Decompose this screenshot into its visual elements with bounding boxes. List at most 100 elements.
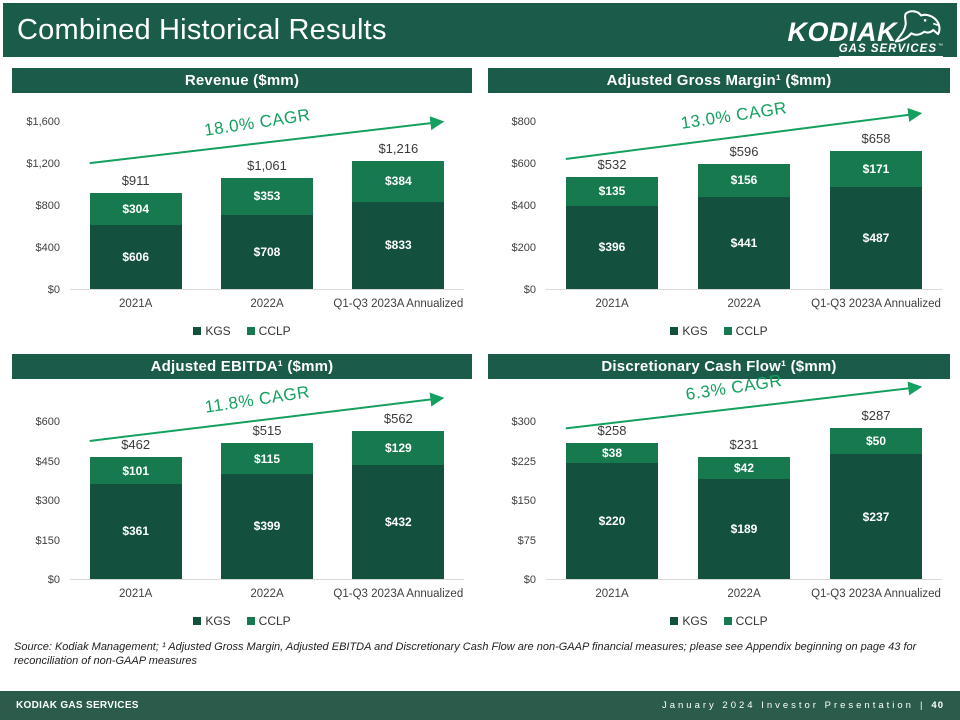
legend-item-kgs: KGS: [670, 614, 708, 628]
legend-label: CCLP: [735, 324, 768, 338]
bar-segment-cclp: $171: [829, 150, 923, 187]
bar-segment-value: $432: [384, 514, 412, 529]
legend-label: CCLP: [258, 614, 291, 628]
chart-legend: KGS CCLP: [12, 614, 472, 628]
x-axis-category-label: 2022A: [727, 298, 761, 310]
stacked-bar: $562 $129 $432: [352, 411, 445, 579]
bar-total-label: $515: [252, 423, 282, 439]
bar-segment-kgs: $361: [89, 483, 182, 579]
stacked-bar: $287 $50 $237: [829, 408, 923, 579]
page-title: Combined Historical Results: [17, 13, 387, 46]
bar-segment-kgs: $487: [829, 186, 923, 289]
y-axis-tick-label: $0: [47, 284, 60, 296]
bar-segment-value: $399: [253, 519, 281, 534]
plot-area: $532 $135 $396 $596 $156 $441 $658 $171 $487 13.0…: [546, 98, 942, 290]
bar-segment-cclp: $353: [221, 177, 313, 215]
bar-column: $515 $115 $399: [201, 422, 332, 579]
x-axis-category-label: 2021A: [119, 588, 153, 600]
bar-total-label: $462: [121, 437, 151, 453]
legend-item-kgs: KGS: [193, 614, 231, 628]
bar-segment-value: $50: [865, 434, 886, 449]
bar-segment-kgs: $189: [697, 479, 791, 579]
plot-area: $911 $304 $606 $1,061 $353 $708 $1,216 $384 $833…: [70, 105, 464, 290]
stacked-bar: $911 $304 $606: [89, 173, 182, 289]
bar-segment-value: $220: [598, 514, 626, 529]
chart-panel-revenue: Revenue ($mm) $1,600 $1,200 $800 $400 $0 $911…: [12, 68, 472, 338]
plot-area: $258 $38 $220 $231 $42 $189 $287 $50 $237 6.3% CA…: [546, 371, 942, 580]
bar-segment-kgs: $441: [697, 196, 791, 289]
bar-segment-value: $487: [862, 230, 890, 245]
bar-column: $532 $135 $396: [546, 122, 678, 289]
bar-segment-value: $156: [730, 173, 758, 188]
chart-title-dcf: Discretionary Cash Flow¹ ($mm): [488, 354, 950, 379]
stacked-bar: $596 $156 $441: [697, 144, 791, 289]
footer-presentation-info: January 2024 Investor Presentation | 40: [662, 700, 944, 711]
stacked-bar: $1,061 $353 $708: [221, 158, 313, 289]
bar-total-label: $532: [597, 157, 627, 173]
legend-swatch: [246, 617, 255, 625]
legend-swatch: [193, 327, 202, 335]
logo-sub-text: GAS SERVICES: [838, 43, 937, 55]
logo-trademark: ™: [938, 43, 943, 49]
bar-segment-kgs: $396: [565, 205, 659, 289]
bear-icon: [894, 10, 941, 43]
bar-segment-value: $171: [862, 161, 890, 176]
bar-segment-value: $396: [598, 240, 626, 255]
x-axis-category-label: 2022A: [250, 298, 284, 310]
bar-segment-value: $189: [730, 522, 758, 537]
bar-column: $658 $171 $487: [810, 122, 942, 289]
bar-total-label: $562: [383, 411, 413, 427]
legend-swatch: [723, 327, 732, 335]
y-axis-tick-label: $600: [511, 158, 536, 170]
stacked-bar: $658 $171 $487: [829, 131, 923, 289]
bar-segment-kgs: $237: [829, 454, 923, 579]
x-axis-labels: 2021A 2022A Q1-Q3 2023A Annualized: [12, 298, 472, 310]
bar-total-label: $596: [729, 143, 759, 159]
bar-segment-cclp: $135: [565, 177, 659, 206]
bar-segment-kgs: $399: [221, 473, 313, 579]
legend-swatch: [193, 617, 202, 625]
legend-label: KGS: [682, 614, 708, 628]
y-axis-tick-label: $600: [35, 416, 60, 428]
legend-item-cclp: CCLP: [246, 324, 291, 338]
bar-segment-value: $101: [122, 463, 150, 478]
chart-panel-dcf: Discretionary Cash Flow¹ ($mm) $300 $225 $…: [488, 354, 950, 628]
slide-title-bar: Combined Historical Results KODIAK GAS S…: [3, 3, 957, 58]
source-note: Source: Kodiak Management; ¹ Adjusted Gr…: [14, 641, 917, 668]
bar-segment-cclp: $129: [352, 431, 445, 465]
bar-segment-cclp: $156: [697, 163, 791, 197]
chart-area-dcf: $300 $225 $150 $75 $0 $258 $38 $220 $231 $42 $189 $…: [488, 371, 950, 586]
legend-item-kgs: KGS: [193, 324, 231, 338]
x-axis-category-label: Q1-Q3 2023A Annualized: [333, 588, 464, 600]
bar-segment-cclp: $304: [89, 193, 182, 226]
legend-item-kgs: KGS: [670, 324, 708, 338]
x-axis-labels: 2021A 2022A Q1-Q3 2023A Annualized: [488, 298, 950, 310]
bar-segment-value: $606: [122, 250, 150, 265]
kodiak-logo: KODIAK GAS SERVICES ™: [788, 9, 943, 58]
legend-label: CCLP: [258, 324, 291, 338]
chart-legend: KGS CCLP: [488, 614, 950, 628]
legend-label: KGS: [205, 614, 231, 628]
bar-segment-kgs: $833: [352, 201, 445, 289]
bar-total-label: $258: [597, 423, 627, 439]
y-axis-tick-label: $800: [511, 116, 536, 128]
y-axis-tick-label: $400: [35, 242, 60, 254]
chart-title-gross-margin: Adjusted Gross Margin¹ ($mm): [488, 68, 950, 93]
logo-sub-row: GAS SERVICES ™: [838, 43, 943, 58]
chart-legend: KGS CCLP: [12, 324, 472, 338]
bar-segment-kgs: $432: [352, 464, 445, 579]
bar-total-label: $287: [861, 407, 891, 423]
chart-title-revenue: Revenue ($mm): [12, 68, 472, 93]
bar-total-label: $658: [861, 130, 891, 146]
y-axis-tick-label: $1,200: [26, 158, 60, 170]
y-axis-tick-label: $1,600: [26, 116, 60, 128]
y-axis-tick-label: $300: [35, 495, 60, 507]
x-axis-labels: 2021A 2022A Q1-Q3 2023A Annualized: [12, 588, 472, 600]
footer-separator: |: [919, 700, 926, 711]
x-axis-category-label: Q1-Q3 2023A Annualized: [333, 298, 464, 310]
x-axis-category-label: Q1-Q3 2023A Annualized: [811, 588, 941, 600]
y-axis-tick-label: $800: [35, 200, 60, 212]
bar-segment-kgs: $708: [221, 214, 313, 289]
stacked-bar: $462 $101 $361: [89, 437, 182, 579]
